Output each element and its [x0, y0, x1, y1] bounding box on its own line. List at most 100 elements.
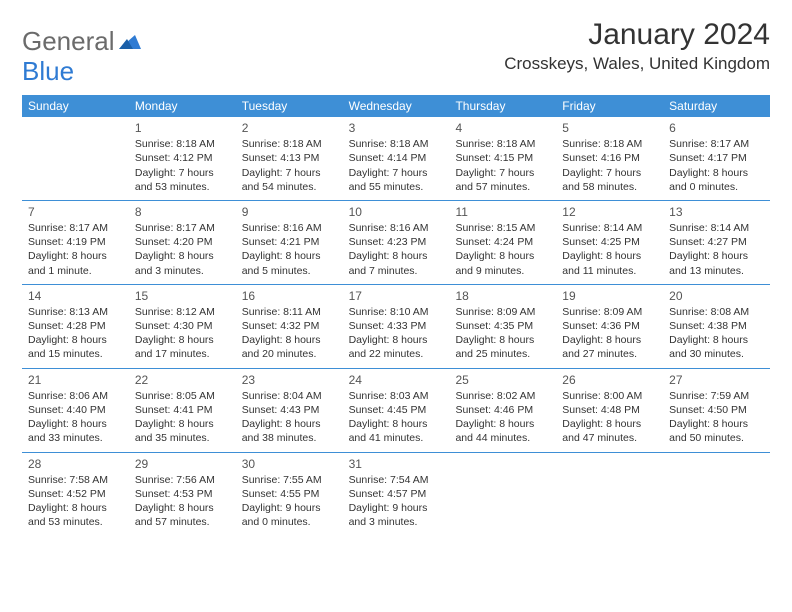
day-cell: 18Sunrise: 8:09 AMSunset: 4:35 PMDayligh… — [449, 285, 556, 368]
day-daylight: Daylight: 8 hours and 7 minutes. — [349, 249, 444, 277]
logo-text-general: General — [22, 26, 115, 57]
day-daylight: Daylight: 8 hours and 47 minutes. — [562, 417, 657, 445]
day-cell-empty — [556, 453, 663, 536]
day-sunset: Sunset: 4:57 PM — [349, 487, 444, 501]
day-sunset: Sunset: 4:23 PM — [349, 235, 444, 249]
day-sunrise: Sunrise: 7:56 AM — [135, 473, 230, 487]
day-number: 28 — [28, 456, 123, 472]
day-number: 10 — [349, 204, 444, 220]
weekday-header-cell: Monday — [129, 95, 236, 117]
day-number: 6 — [669, 120, 764, 136]
day-cell-empty — [22, 117, 129, 200]
day-cell: 17Sunrise: 8:10 AMSunset: 4:33 PMDayligh… — [343, 285, 450, 368]
day-daylight: Daylight: 8 hours and 13 minutes. — [669, 249, 764, 277]
logo: General — [22, 26, 143, 57]
day-cell: 22Sunrise: 8:05 AMSunset: 4:41 PMDayligh… — [129, 369, 236, 452]
day-cell: 7Sunrise: 8:17 AMSunset: 4:19 PMDaylight… — [22, 201, 129, 284]
day-sunrise: Sunrise: 7:59 AM — [669, 389, 764, 403]
day-cell: 10Sunrise: 8:16 AMSunset: 4:23 PMDayligh… — [343, 201, 450, 284]
day-sunrise: Sunrise: 8:06 AM — [28, 389, 123, 403]
day-sunrise: Sunrise: 8:17 AM — [28, 221, 123, 235]
day-number: 27 — [669, 372, 764, 388]
day-sunrise: Sunrise: 8:12 AM — [135, 305, 230, 319]
day-number: 24 — [349, 372, 444, 388]
day-sunset: Sunset: 4:16 PM — [562, 151, 657, 165]
day-daylight: Daylight: 8 hours and 15 minutes. — [28, 333, 123, 361]
day-number: 20 — [669, 288, 764, 304]
day-sunrise: Sunrise: 8:03 AM — [349, 389, 444, 403]
day-number: 3 — [349, 120, 444, 136]
weekday-header-cell: Friday — [556, 95, 663, 117]
day-daylight: Daylight: 8 hours and 27 minutes. — [562, 333, 657, 361]
day-sunrise: Sunrise: 8:17 AM — [135, 221, 230, 235]
day-number: 13 — [669, 204, 764, 220]
title-block: January 2024 Crosskeys, Wales, United Ki… — [504, 18, 770, 74]
day-daylight: Daylight: 7 hours and 55 minutes. — [349, 166, 444, 194]
day-sunset: Sunset: 4:53 PM — [135, 487, 230, 501]
day-sunset: Sunset: 4:38 PM — [669, 319, 764, 333]
month-title: January 2024 — [504, 18, 770, 52]
day-number: 5 — [562, 120, 657, 136]
day-daylight: Daylight: 8 hours and 3 minutes. — [135, 249, 230, 277]
day-sunrise: Sunrise: 8:15 AM — [455, 221, 550, 235]
day-sunset: Sunset: 4:17 PM — [669, 151, 764, 165]
day-sunset: Sunset: 4:46 PM — [455, 403, 550, 417]
day-sunrise: Sunrise: 8:18 AM — [455, 137, 550, 151]
day-sunset: Sunset: 4:28 PM — [28, 319, 123, 333]
day-daylight: Daylight: 8 hours and 20 minutes. — [242, 333, 337, 361]
day-sunrise: Sunrise: 8:18 AM — [562, 137, 657, 151]
day-daylight: Daylight: 8 hours and 50 minutes. — [669, 417, 764, 445]
day-cell-empty — [663, 453, 770, 536]
day-number: 11 — [455, 204, 550, 220]
day-number: 21 — [28, 372, 123, 388]
day-number: 31 — [349, 456, 444, 472]
day-sunrise: Sunrise: 7:55 AM — [242, 473, 337, 487]
day-cell: 11Sunrise: 8:15 AMSunset: 4:24 PMDayligh… — [449, 201, 556, 284]
day-sunset: Sunset: 4:55 PM — [242, 487, 337, 501]
day-number: 17 — [349, 288, 444, 304]
day-cell: 25Sunrise: 8:02 AMSunset: 4:46 PMDayligh… — [449, 369, 556, 452]
day-number: 22 — [135, 372, 230, 388]
day-cell: 15Sunrise: 8:12 AMSunset: 4:30 PMDayligh… — [129, 285, 236, 368]
day-number: 16 — [242, 288, 337, 304]
day-cell: 5Sunrise: 8:18 AMSunset: 4:16 PMDaylight… — [556, 117, 663, 200]
day-sunset: Sunset: 4:14 PM — [349, 151, 444, 165]
day-sunset: Sunset: 4:25 PM — [562, 235, 657, 249]
day-cell: 8Sunrise: 8:17 AMSunset: 4:20 PMDaylight… — [129, 201, 236, 284]
weekday-header-cell: Sunday — [22, 95, 129, 117]
day-cell: 27Sunrise: 7:59 AMSunset: 4:50 PMDayligh… — [663, 369, 770, 452]
day-number: 4 — [455, 120, 550, 136]
day-sunset: Sunset: 4:43 PM — [242, 403, 337, 417]
day-sunrise: Sunrise: 8:04 AM — [242, 389, 337, 403]
day-sunrise: Sunrise: 8:08 AM — [669, 305, 764, 319]
day-number: 23 — [242, 372, 337, 388]
day-cell: 20Sunrise: 8:08 AMSunset: 4:38 PMDayligh… — [663, 285, 770, 368]
day-cell: 30Sunrise: 7:55 AMSunset: 4:55 PMDayligh… — [236, 453, 343, 536]
day-number: 7 — [28, 204, 123, 220]
day-number: 9 — [242, 204, 337, 220]
day-daylight: Daylight: 8 hours and 1 minute. — [28, 249, 123, 277]
day-daylight: Daylight: 8 hours and 0 minutes. — [669, 166, 764, 194]
day-number: 8 — [135, 204, 230, 220]
day-number: 29 — [135, 456, 230, 472]
day-sunrise: Sunrise: 8:18 AM — [349, 137, 444, 151]
day-daylight: Daylight: 8 hours and 53 minutes. — [28, 501, 123, 529]
day-cell: 1Sunrise: 8:18 AMSunset: 4:12 PMDaylight… — [129, 117, 236, 200]
day-daylight: Daylight: 8 hours and 35 minutes. — [135, 417, 230, 445]
day-cell: 19Sunrise: 8:09 AMSunset: 4:36 PMDayligh… — [556, 285, 663, 368]
day-sunrise: Sunrise: 8:16 AM — [242, 221, 337, 235]
day-sunrise: Sunrise: 8:02 AM — [455, 389, 550, 403]
day-sunset: Sunset: 4:36 PM — [562, 319, 657, 333]
day-daylight: Daylight: 8 hours and 44 minutes. — [455, 417, 550, 445]
day-number: 30 — [242, 456, 337, 472]
day-sunrise: Sunrise: 8:14 AM — [562, 221, 657, 235]
day-number: 14 — [28, 288, 123, 304]
day-daylight: Daylight: 8 hours and 5 minutes. — [242, 249, 337, 277]
day-sunset: Sunset: 4:30 PM — [135, 319, 230, 333]
day-daylight: Daylight: 8 hours and 17 minutes. — [135, 333, 230, 361]
day-number: 25 — [455, 372, 550, 388]
day-cell: 3Sunrise: 8:18 AMSunset: 4:14 PMDaylight… — [343, 117, 450, 200]
day-cell: 21Sunrise: 8:06 AMSunset: 4:40 PMDayligh… — [22, 369, 129, 452]
day-sunrise: Sunrise: 7:58 AM — [28, 473, 123, 487]
weekday-header-row: SundayMondayTuesdayWednesdayThursdayFrid… — [22, 95, 770, 117]
